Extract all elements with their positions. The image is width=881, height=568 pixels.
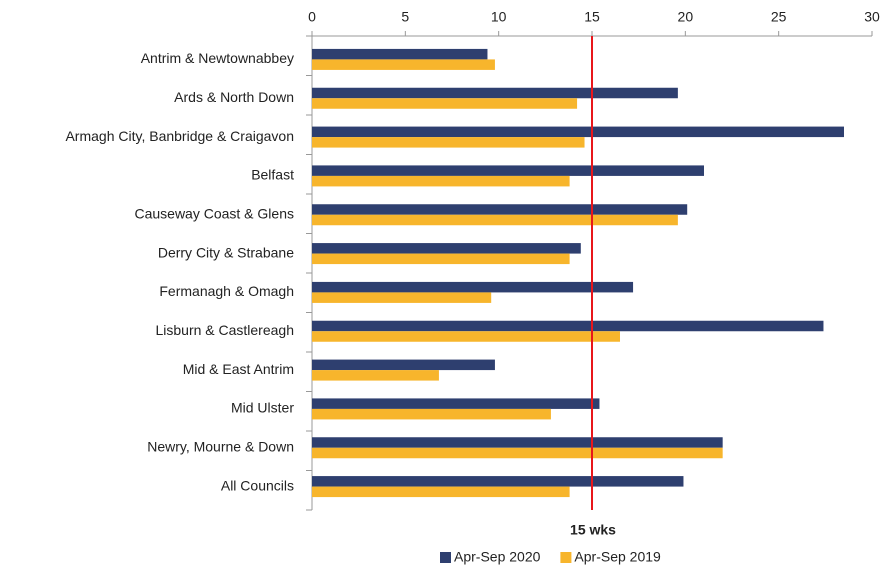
x-tick-label: 30 — [864, 9, 880, 25]
bar — [312, 253, 570, 265]
bar — [312, 175, 570, 187]
bar — [312, 137, 585, 148]
bar — [312, 486, 570, 498]
legend-swatch — [440, 552, 451, 563]
y-tick-label: Fermanagh & Omagh — [159, 283, 294, 299]
bar — [312, 331, 620, 342]
legend-label: Apr-Sep 2020 — [454, 549, 541, 565]
legend-swatch — [560, 552, 572, 563]
legend-label: Apr-Sep 2019 — [574, 549, 661, 565]
bar — [312, 87, 678, 99]
bar — [312, 476, 684, 487]
x-tick-label: 5 — [401, 9, 409, 25]
y-tick-label: All Councils — [221, 477, 294, 493]
bar — [312, 292, 492, 303]
bar — [312, 126, 844, 138]
y-tick-label: Mid & East Antrim — [183, 361, 294, 377]
bar — [312, 214, 678, 226]
y-tick-label: Newry, Mourne & Down — [147, 438, 294, 454]
y-tick-label: Lisburn & Castlereagh — [155, 322, 294, 338]
bar — [312, 398, 600, 409]
bar — [312, 243, 581, 254]
bar — [312, 281, 634, 293]
y-tick-label: Causeway Coast & Glens — [134, 205, 294, 221]
bar — [312, 359, 495, 371]
bar — [312, 165, 704, 176]
x-tick-label: 10 — [491, 9, 507, 25]
x-tick-label: 0 — [308, 9, 316, 25]
y-tick-label: Armagh City, Banbridge & Craigavon — [65, 128, 294, 144]
x-tick-label: 20 — [678, 9, 694, 25]
bar — [312, 370, 439, 381]
bar — [312, 447, 723, 459]
bar — [312, 204, 688, 215]
x-tick-label: 25 — [771, 9, 787, 25]
y-tick-label: Antrim & Newtownabbey — [141, 50, 294, 66]
y-tick-label: Ards & North Down — [174, 89, 294, 105]
bar — [312, 59, 495, 70]
bar — [312, 408, 551, 420]
reference-label: 15 wks — [570, 522, 616, 538]
bar — [312, 48, 488, 60]
bar — [312, 437, 723, 448]
y-tick-label: Mid Ulster — [231, 400, 294, 416]
y-tick-label: Derry City & Strabane — [158, 244, 294, 260]
bar — [312, 320, 824, 332]
y-tick-label: Belfast — [251, 167, 294, 183]
x-tick-label: 15 — [584, 9, 600, 25]
bar — [312, 98, 578, 109]
